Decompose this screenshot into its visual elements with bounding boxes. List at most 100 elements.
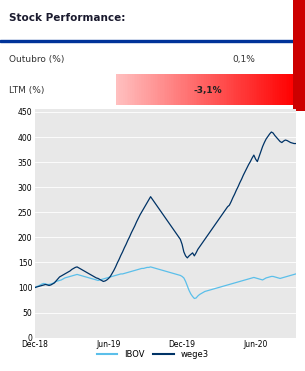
Bar (222, 74, 224, 105)
Bar (233, 74, 235, 105)
Bar (235, 74, 236, 105)
Bar (192, 74, 194, 105)
Bar (226, 74, 227, 105)
Bar (132, 74, 134, 105)
Bar (135, 74, 137, 105)
Bar (259, 74, 261, 105)
Bar (183, 74, 185, 105)
Bar (196, 74, 197, 105)
Bar (174, 74, 176, 105)
Bar (173, 74, 174, 105)
Bar (236, 74, 238, 105)
Bar (291, 74, 293, 105)
Bar (284, 74, 286, 105)
Bar (149, 74, 151, 105)
Bar (211, 74, 213, 105)
Bar (224, 74, 226, 105)
Bar (280, 74, 282, 105)
Bar (164, 74, 165, 105)
Bar (250, 74, 252, 105)
Bar (220, 74, 222, 105)
Bar (187, 74, 188, 105)
Bar (279, 74, 280, 105)
Text: LTM (%): LTM (%) (9, 86, 45, 95)
Bar (156, 74, 158, 105)
Bar (289, 74, 291, 105)
Bar (167, 74, 169, 105)
Bar (118, 74, 120, 105)
Bar (148, 74, 149, 105)
Text: -3,1%: -3,1% (193, 86, 222, 95)
Text: 0,1%: 0,1% (232, 55, 256, 64)
Bar (206, 74, 208, 105)
Bar (227, 74, 229, 105)
Bar (229, 74, 231, 105)
Bar (190, 74, 192, 105)
Bar (271, 74, 273, 105)
Bar (130, 74, 132, 105)
Bar (120, 74, 121, 105)
Bar (208, 74, 210, 105)
Bar (204, 74, 206, 105)
Bar (199, 74, 201, 105)
Bar (261, 74, 263, 105)
Bar (240, 74, 242, 105)
Bar (127, 74, 128, 105)
Legend: IBOV, wege3: IBOV, wege3 (93, 347, 212, 362)
Bar (254, 74, 256, 105)
Bar (137, 74, 139, 105)
Bar (188, 74, 190, 105)
Bar (293, 0, 305, 111)
Bar (197, 74, 199, 105)
Bar (123, 74, 125, 105)
Bar (270, 74, 271, 105)
Bar (185, 74, 187, 105)
Bar (231, 74, 233, 105)
Bar (160, 74, 162, 105)
Bar (180, 74, 181, 105)
Bar (178, 74, 180, 105)
Bar (176, 74, 178, 105)
Bar (264, 74, 266, 105)
Bar (165, 74, 167, 105)
Bar (213, 74, 215, 105)
Bar (277, 74, 279, 105)
Bar (245, 74, 247, 105)
Bar (243, 74, 245, 105)
Bar (158, 74, 160, 105)
Bar (266, 74, 268, 105)
Bar (201, 74, 203, 105)
Bar (153, 74, 155, 105)
Bar (252, 74, 254, 105)
Bar (151, 74, 153, 105)
Bar (263, 74, 264, 105)
Bar (134, 74, 135, 105)
Text: Outubro (%): Outubro (%) (9, 55, 65, 64)
Bar (218, 74, 220, 105)
Bar (249, 74, 250, 105)
Bar (217, 74, 218, 105)
Bar (125, 74, 127, 105)
Bar (273, 74, 275, 105)
Bar (210, 74, 211, 105)
Bar (247, 74, 249, 105)
Bar (242, 74, 243, 105)
Bar (257, 74, 259, 105)
Bar (215, 74, 217, 105)
Bar (155, 74, 156, 105)
Bar (194, 74, 196, 105)
Bar (171, 74, 173, 105)
Bar (146, 74, 148, 105)
Bar (203, 74, 204, 105)
Bar (282, 74, 284, 105)
Text: Stock Performance:: Stock Performance: (9, 13, 126, 23)
Bar (141, 74, 142, 105)
Bar (162, 74, 164, 105)
Bar (238, 74, 240, 105)
Bar (169, 74, 171, 105)
Bar (128, 74, 130, 105)
Bar (181, 74, 183, 105)
Bar (268, 74, 270, 105)
Bar (142, 74, 144, 105)
Bar (286, 74, 288, 105)
